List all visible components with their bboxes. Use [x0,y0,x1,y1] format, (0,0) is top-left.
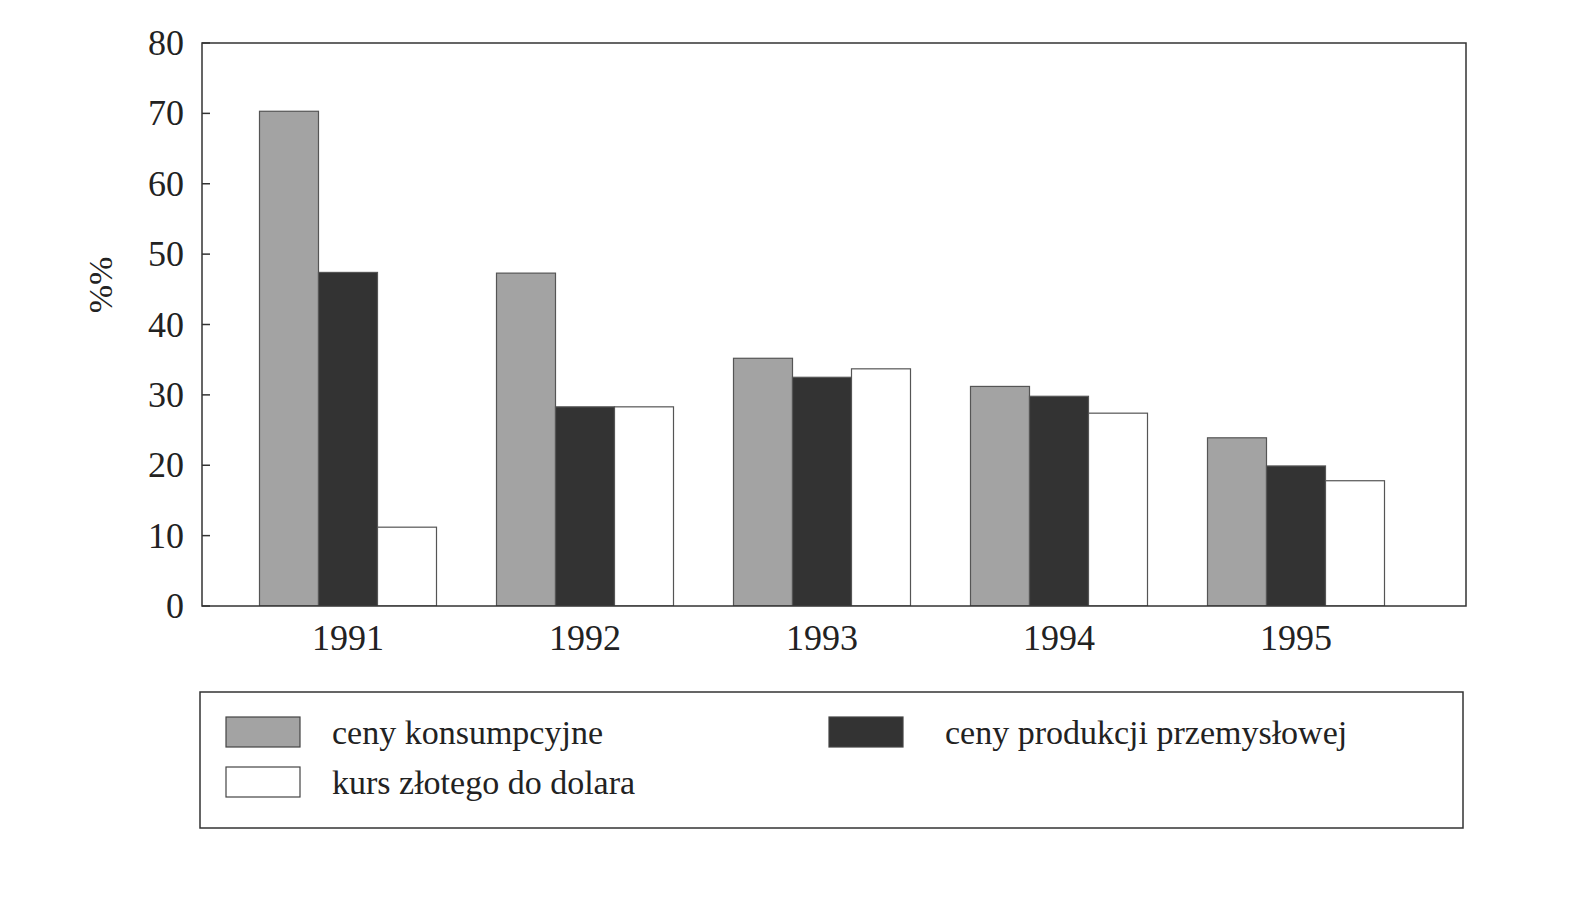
plot-frame [202,43,1466,606]
bar [319,272,378,606]
legend-label: kurs złotego do dolara [332,764,635,801]
legend-swatch [226,767,300,797]
y-tick [202,253,210,255]
x-tick-label: 1993 [786,618,858,658]
bar [1208,438,1267,606]
legend-swatch [226,717,300,747]
bar [734,358,793,606]
bar [793,377,852,606]
y-axis-label: %% [82,257,119,314]
bar [1326,481,1385,606]
y-tick [202,113,210,115]
bar [615,407,674,606]
y-tick-label: 60 [148,164,184,204]
y-tick [202,535,210,537]
y-tick [202,605,210,607]
y-tick [202,465,210,467]
y-tick [202,394,210,396]
y-tick-label: 0 [166,586,184,626]
bar [260,111,319,606]
bar [971,386,1030,606]
bar [1089,413,1148,606]
y-tick-label: 50 [148,234,184,274]
background [0,0,1578,923]
legend-box [200,692,1463,828]
y-tick [202,42,210,44]
legend: ceny konsumpcyjne ceny produkcji przemysł… [200,692,1463,828]
x-tick-label: 1992 [549,618,621,658]
bars [260,111,1385,606]
legend-label: ceny produkcji przemysłowej [945,714,1347,751]
chart: 0 10 20 30 40 50 60 70 80 1991 1992 1993 1994 1995%% c… [0,0,1578,923]
y-tick-label: 40 [148,305,184,345]
y-tick-label: 10 [148,516,184,556]
legend-swatch [829,717,903,747]
bar [556,407,615,606]
y-tick-label: 30 [148,375,184,415]
bar [852,369,911,606]
x-tick-label: 1991 [312,618,384,658]
y-tick [202,324,210,326]
bar [497,273,556,606]
bar [1030,396,1089,606]
x-tick-label: 1994 [1023,618,1095,658]
y-tick-label: 70 [148,93,184,133]
x-tick-label: 1995 [1260,618,1332,658]
bar [378,527,437,606]
legend-label: ceny konsumpcyjne [332,714,603,751]
y-tick [202,183,210,185]
y-tick-label: 80 [148,23,184,63]
bar [1267,466,1326,606]
y-tick-label: 20 [148,445,184,485]
